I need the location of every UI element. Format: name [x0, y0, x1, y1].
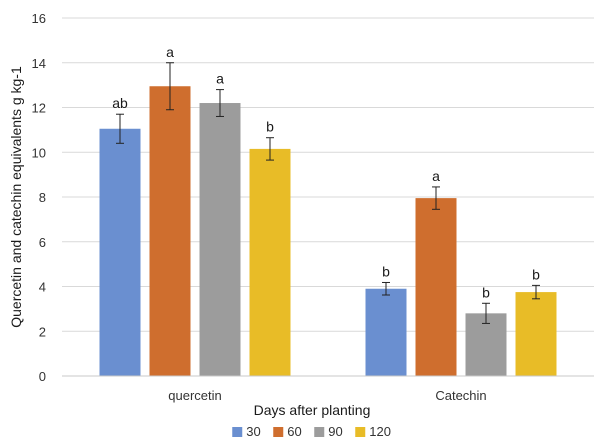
significance-label: b: [266, 119, 274, 135]
x-axis-categories: quercetin Catechin: [168, 388, 486, 403]
legend-swatch: [232, 427, 243, 437]
significance-label: ab: [112, 95, 128, 111]
error-bar: [166, 62, 174, 111]
y-tick-label: 10: [32, 145, 46, 160]
significance-label: a: [432, 168, 440, 184]
y-tick-label: 12: [32, 101, 46, 116]
y-tick-label: 16: [32, 11, 46, 26]
significance-label: b: [532, 266, 540, 282]
significance-label: a: [166, 44, 174, 60]
significance-label: b: [382, 263, 390, 279]
legend-item-90: 90: [314, 424, 343, 439]
legend-item-60: 60: [273, 424, 302, 439]
y-axis-title: Quercetin and catechin equivalents g kg-…: [8, 66, 24, 328]
y-tick-label: 0: [39, 369, 46, 384]
bar-quercetin-120: [249, 148, 291, 376]
error-bar: [382, 281, 390, 296]
legend-label: 90: [328, 424, 342, 439]
legend-swatch: [273, 427, 284, 437]
y-tick-label: 6: [39, 235, 46, 250]
bar-quercetin-90: [199, 103, 241, 377]
error-bar: [116, 113, 124, 144]
y-axis-ticks: 0 2 4 6 8 10 12 14 16: [32, 11, 46, 384]
y-tick-label: 8: [39, 190, 46, 205]
legend-swatch: [314, 427, 325, 437]
legend: 30 60 90 120: [232, 424, 391, 439]
legend-label: 30: [246, 424, 260, 439]
error-bar: [482, 302, 490, 324]
y-tick-label: 4: [39, 280, 46, 295]
legend-item-30: 30: [232, 424, 261, 439]
error-bar: [266, 137, 274, 161]
x-category-label: quercetin: [168, 388, 221, 403]
error-bar: [432, 186, 440, 210]
legend-label: 60: [287, 424, 301, 439]
bar-catechin-30: [365, 288, 407, 376]
significance-label: b: [482, 284, 490, 300]
bars: [99, 86, 557, 377]
gridlines: [62, 17, 594, 332]
bar-catechin-60: [415, 198, 457, 376]
error-bars: [116, 62, 540, 324]
y-tick-label: 14: [32, 56, 46, 71]
bar-quercetin-30: [99, 128, 141, 376]
x-axis-title: Days after planting: [254, 402, 371, 418]
legend-swatch: [355, 427, 366, 437]
error-bar: [216, 89, 224, 117]
x-category-label: Catechin: [435, 388, 486, 403]
legend-label: 120: [369, 424, 391, 439]
bar-catechin-120: [515, 292, 557, 376]
significance-label: a: [216, 71, 224, 87]
bar-quercetin-60: [149, 86, 191, 377]
legend-item-120: 120: [355, 424, 391, 439]
error-bar: [532, 284, 540, 300]
y-tick-label: 2: [39, 324, 46, 339]
